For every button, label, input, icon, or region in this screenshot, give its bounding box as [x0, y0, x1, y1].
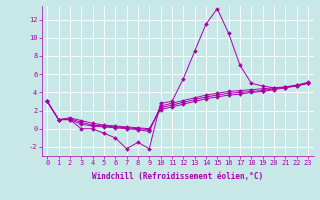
- X-axis label: Windchill (Refroidissement éolien,°C): Windchill (Refroidissement éolien,°C): [92, 172, 263, 181]
